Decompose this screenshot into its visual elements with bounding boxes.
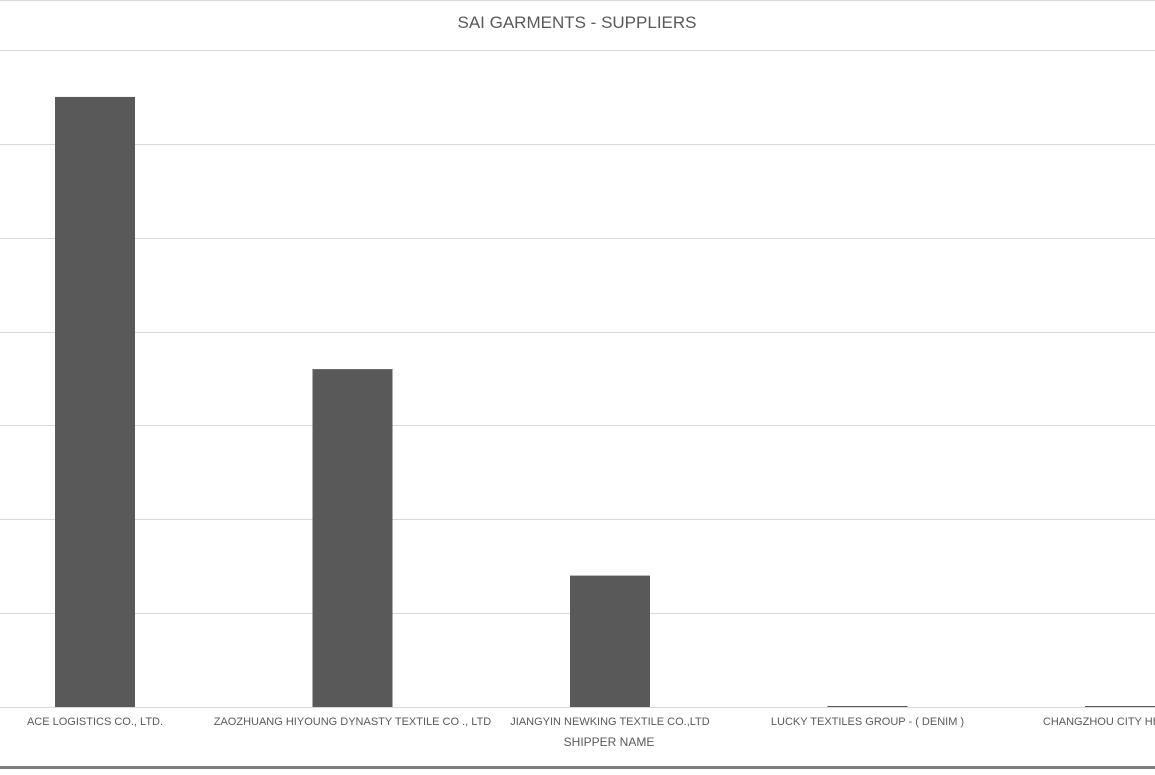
x-tick-labels: ACE LOGISTICS CO., LTD. ZAOZHUANG HIYOUNG… <box>27 716 1155 728</box>
bar <box>55 96 135 707</box>
chart-top-border <box>0 0 1155 1</box>
x-tick-label: CHANGZHOU CITY HENGFENG <box>1043 716 1155 728</box>
bar <box>312 369 393 707</box>
x-tick-label: JIANGYIN NEWKING TEXTILE CO.,LTD <box>510 716 710 728</box>
x-tick-label: LUCKY TEXTILES GROUP - ( DENIM ) <box>771 716 964 728</box>
x-axis-label: SHIPPER NAME <box>564 735 655 749</box>
bars <box>55 96 1155 707</box>
bar <box>1085 706 1155 707</box>
chart-title: SAI GARMENTS - SUPPLIERS <box>458 13 697 32</box>
bar <box>827 706 908 707</box>
x-tick-label: ZAOZHUANG HIYOUNG DYNASTY TEXTILE CO ., … <box>214 716 492 728</box>
chart-bottom-border <box>0 766 1155 769</box>
bar <box>570 575 650 707</box>
x-tick-label: ACE LOGISTICS CO., LTD. <box>27 716 163 728</box>
gridlines <box>0 50 1155 708</box>
